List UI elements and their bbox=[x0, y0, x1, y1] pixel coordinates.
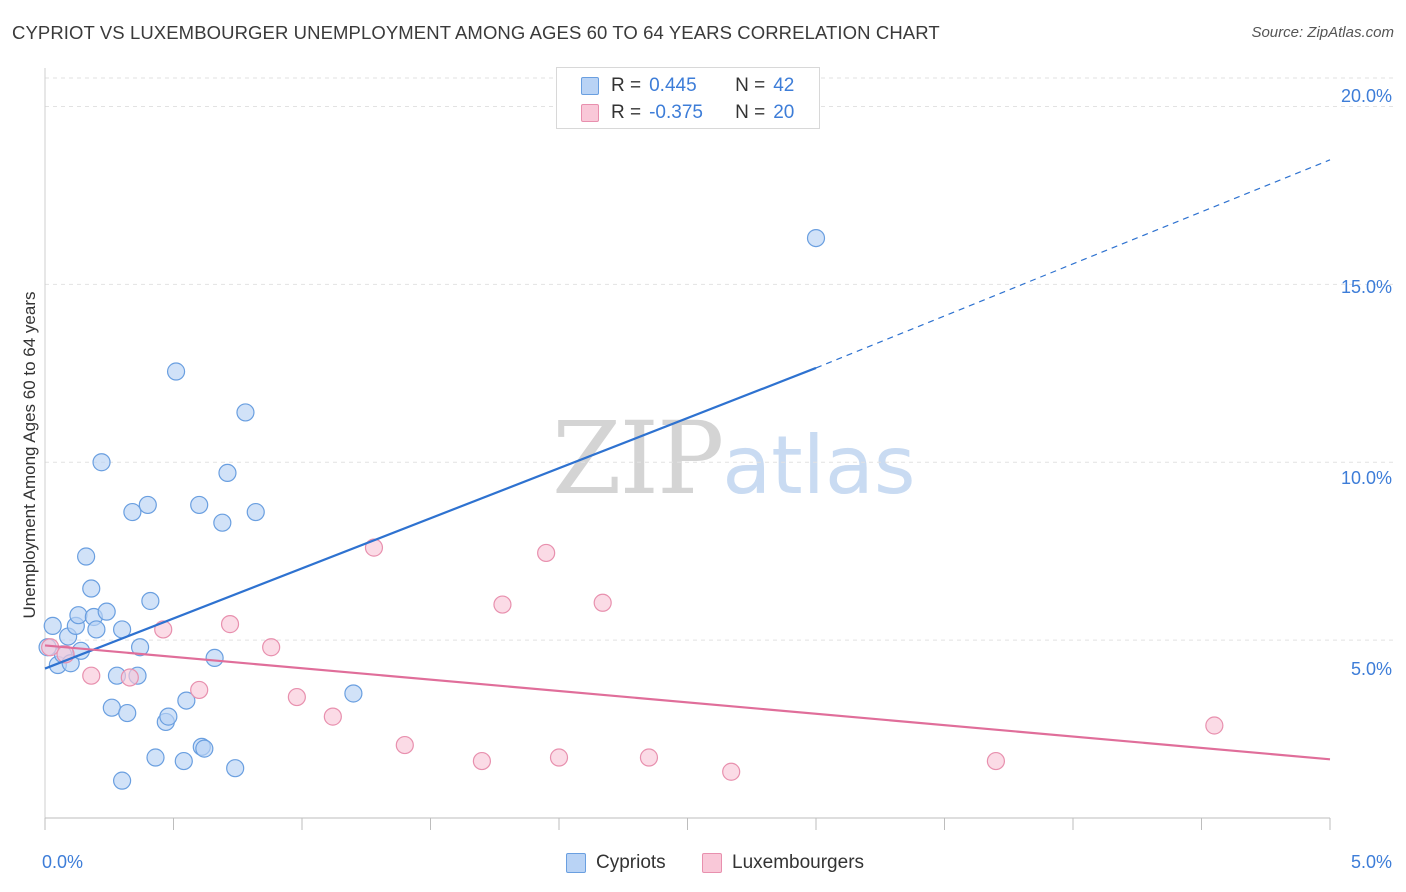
point-cypriots-28 bbox=[177, 691, 196, 710]
point-luxembourgers-8 bbox=[287, 687, 306, 707]
point-luxembourgers-7 bbox=[262, 638, 281, 657]
x-tick-label-max: 5.0% bbox=[1350, 852, 1392, 872]
y-tick-label-5: 5.0% bbox=[1350, 659, 1392, 679]
legend-row-cypriots: R = 0.445 N = 42 bbox=[581, 74, 794, 98]
r-value-luxembourgers: -0.375 bbox=[649, 102, 703, 123]
y-tick-label-15: 15.0% bbox=[1340, 277, 1392, 297]
legend-item-cypriots[interactable]: Cypriots bbox=[566, 852, 666, 874]
point-cypriots-14 bbox=[102, 698, 121, 717]
point-cypriots-32 bbox=[205, 648, 224, 668]
point-cypriots-8 bbox=[77, 547, 96, 566]
point-luxembourgers-9 bbox=[323, 707, 342, 726]
point-cypriots-6 bbox=[69, 606, 88, 625]
n-label: N = bbox=[735, 102, 766, 123]
point-luxembourgers-20 bbox=[1205, 716, 1224, 735]
point-cypriots-39 bbox=[806, 228, 826, 248]
legend-label-luxembourgers: Luxembourgers bbox=[732, 852, 865, 873]
point-cypriots-17 bbox=[118, 703, 137, 723]
trendline-cypriots bbox=[44, 366, 817, 670]
point-cypriots-22 bbox=[141, 591, 160, 611]
trendline-extension-cypriots bbox=[815, 159, 1331, 369]
point-cypriots-23 bbox=[146, 748, 165, 767]
watermark: ZIPatlas bbox=[552, 400, 916, 517]
point-cypriots-13 bbox=[97, 602, 116, 621]
point-cypriots-27 bbox=[174, 751, 193, 771]
trendline-luxembourgers bbox=[44, 644, 1331, 761]
r-value-cypriots: 0.445 bbox=[649, 75, 697, 96]
point-luxembourgers-17 bbox=[639, 748, 659, 767]
x-tick-label-min: 0.0% bbox=[42, 852, 84, 872]
point-luxembourgers-2 bbox=[82, 666, 101, 685]
r-label: R = bbox=[611, 75, 642, 96]
legend-row-luxembourgers: R = -0.375 N = 20 bbox=[581, 101, 794, 125]
point-cypriots-21 bbox=[138, 495, 157, 515]
n-value-cypriots: 42 bbox=[773, 75, 795, 96]
correlation-legend: R = 0.445 N = 42 R = -0.375 N = 20 bbox=[556, 67, 820, 129]
point-cypriots-29 bbox=[190, 495, 209, 515]
legend-swatch-luxembourgers bbox=[581, 104, 599, 122]
y-tick-label-20: 20.0% bbox=[1340, 86, 1392, 106]
point-cypriots-18 bbox=[123, 502, 142, 522]
n-label: N = bbox=[735, 75, 766, 96]
watermark-zip: ZIP bbox=[552, 400, 724, 517]
point-cypriots-12 bbox=[92, 453, 111, 472]
legend-swatch-cypriots bbox=[566, 853, 586, 873]
point-cypriots-25 bbox=[159, 707, 178, 726]
point-cypriots-31 bbox=[195, 739, 214, 758]
r-label: R = bbox=[611, 102, 642, 123]
point-luxembourgers-12 bbox=[472, 751, 491, 771]
legend-swatch-cypriots bbox=[581, 77, 599, 95]
y-tick-label-10: 10.0% bbox=[1340, 468, 1392, 488]
legend-item-luxembourgers[interactable]: Luxembourgers bbox=[702, 852, 864, 874]
chart-title: CYPRIOT VS LUXEMBOURGER UNEMPLOYMENT AMO… bbox=[12, 22, 940, 43]
point-luxembourgers-13 bbox=[493, 595, 512, 614]
n-value-luxembourgers: 20 bbox=[773, 102, 795, 123]
watermark-atlas: atlas bbox=[722, 419, 916, 512]
point-luxembourgers-16 bbox=[593, 593, 612, 612]
point-luxembourgers-14 bbox=[537, 543, 556, 563]
legend-label-cypriots: Cypriots bbox=[596, 852, 666, 873]
point-luxembourgers-19 bbox=[986, 751, 1006, 771]
point-luxembourgers-5 bbox=[190, 680, 209, 700]
series-legend: Cypriots Luxembourgers bbox=[0, 852, 1406, 876]
point-cypriots-26 bbox=[166, 362, 186, 381]
source-label: Source: ZipAtlas.com bbox=[1251, 24, 1394, 41]
point-luxembourgers-6 bbox=[220, 615, 240, 634]
point-cypriots-38 bbox=[344, 684, 363, 703]
point-cypriots-0 bbox=[43, 616, 62, 635]
point-cypriots-36 bbox=[236, 403, 255, 422]
point-cypriots-34 bbox=[218, 463, 237, 483]
point-cypriots-35 bbox=[226, 759, 245, 778]
point-luxembourgers-10 bbox=[364, 538, 384, 557]
point-cypriots-20 bbox=[130, 638, 150, 657]
point-luxembourgers-18 bbox=[722, 762, 741, 781]
point-cypriots-9 bbox=[82, 579, 101, 598]
point-cypriots-11 bbox=[87, 620, 106, 639]
point-luxembourgers-3 bbox=[120, 668, 139, 687]
legend-swatch-luxembourgers bbox=[702, 853, 722, 873]
point-cypriots-40 bbox=[112, 771, 132, 790]
point-cypriots-33 bbox=[213, 513, 232, 532]
point-cypriots-37 bbox=[246, 502, 265, 522]
point-luxembourgers-15 bbox=[549, 748, 569, 767]
point-luxembourgers-11 bbox=[395, 735, 414, 755]
